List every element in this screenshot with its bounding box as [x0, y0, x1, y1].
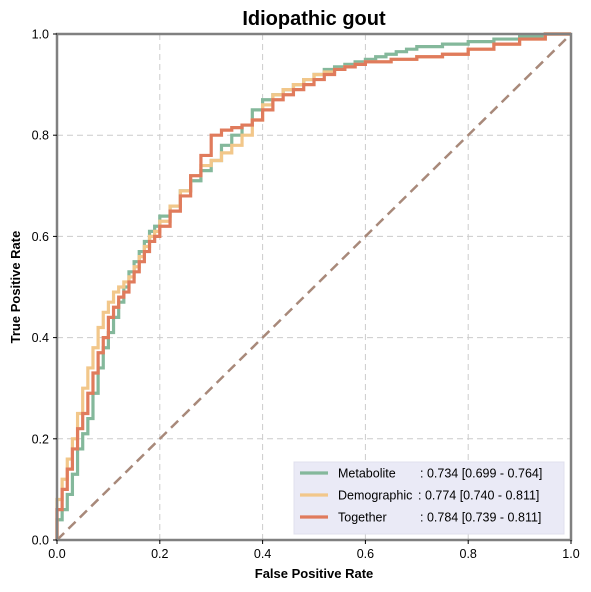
x-ticks: 0.0 0.2 0.4 0.6 0.8 1.0	[48, 540, 580, 561]
legend-label-metabolite: Metabolite	[338, 467, 396, 481]
x-tick-label: 0.0	[48, 547, 65, 561]
x-tick-label: 0.6	[357, 547, 374, 561]
chart-title: Idiopathic gout	[242, 8, 386, 30]
plot-frame	[55, 32, 573, 542]
y-tick-label: 0.6	[32, 230, 49, 244]
y-tick-label: 0.4	[32, 331, 49, 345]
x-axis-label: False Positive Rate	[255, 566, 374, 581]
legend: Metabolite : 0.734 [0.699 - 0.764] Demogra…	[293, 461, 565, 535]
x-tick-label: 0.4	[254, 547, 271, 561]
series-group	[55, 32, 571, 540]
series-line-together	[55, 32, 571, 540]
y-tick-label: 1.0	[32, 28, 49, 42]
y-tick-label: 0.0	[32, 534, 49, 548]
legend-auc-together: : 0.784 [0.739 - 0.811]	[420, 511, 541, 525]
legend-auc-metabolite: : 0.734 [0.699 - 0.764]	[420, 467, 542, 481]
reference-line-group	[56, 33, 572, 541]
y-tick-label: 0.8	[32, 129, 49, 143]
y-ticks: 0.0 0.2 0.4 0.6 0.8 1.0	[32, 28, 57, 548]
x-tick-label: 0.2	[151, 547, 168, 561]
x-tick-label: 1.0	[562, 547, 579, 561]
reference-diagonal-line	[56, 33, 572, 541]
x-tick-label: 0.8	[460, 547, 477, 561]
legend-box	[293, 461, 565, 535]
y-axis-label: True Positive Rate	[8, 231, 23, 344]
legend-auc-demographic: : 0.774 [0.740 - 0.811]	[418, 489, 539, 503]
y-tick-label: 0.2	[32, 432, 49, 446]
legend-label-together: Together	[338, 511, 387, 525]
legend-label-demographic: Demographic	[338, 489, 412, 503]
